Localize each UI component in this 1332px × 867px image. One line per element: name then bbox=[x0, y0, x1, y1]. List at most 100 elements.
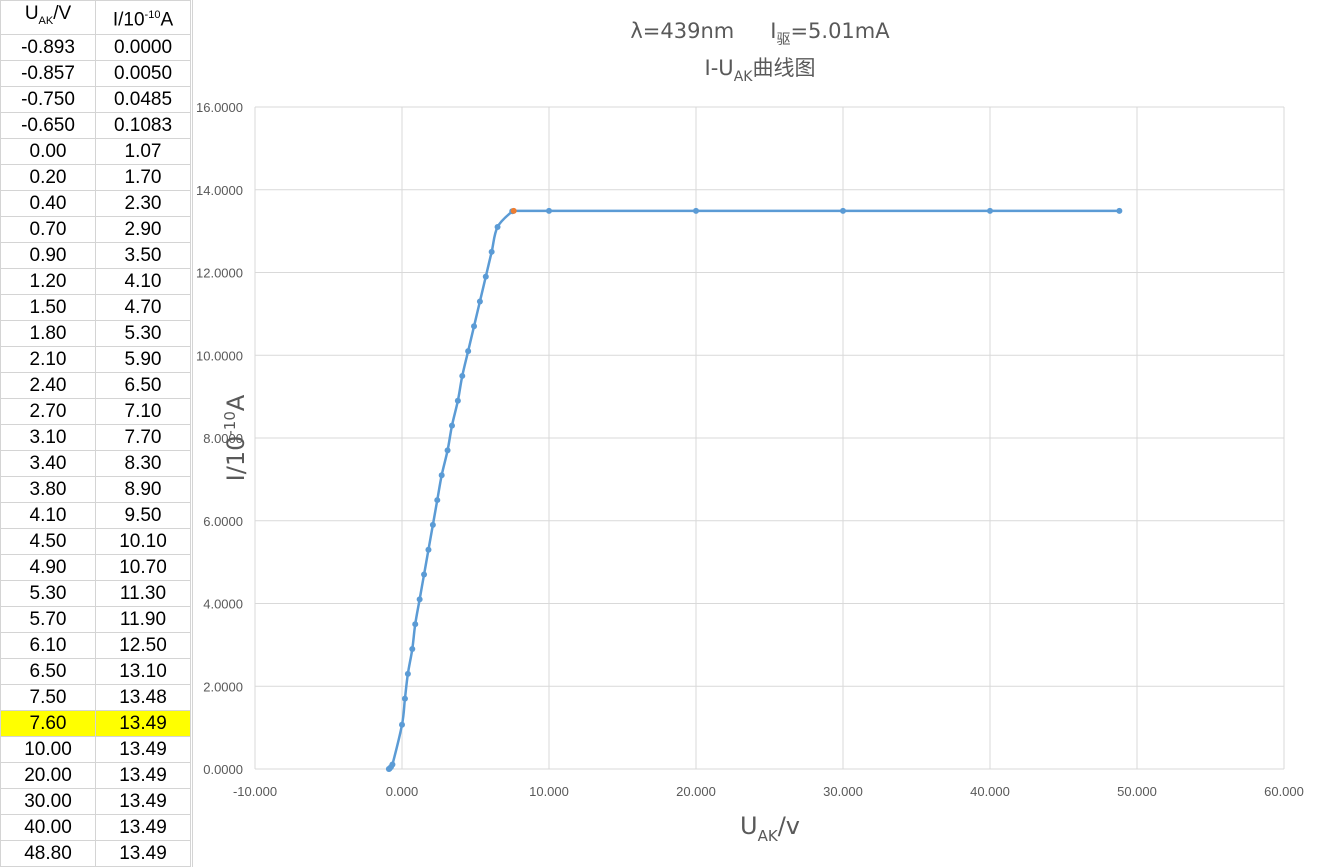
cell-current[interactable]: 7.10 bbox=[95, 397, 191, 425]
x-tick-label: 30.000 bbox=[823, 784, 863, 799]
cell-current[interactable]: 11.90 bbox=[95, 605, 191, 633]
table-row: 20.00 13.49 bbox=[0, 761, 191, 789]
cell-uak[interactable]: 6.10 bbox=[0, 631, 96, 659]
cell-current[interactable]: 8.90 bbox=[95, 475, 191, 503]
data-point bbox=[429, 521, 436, 528]
cell-current[interactable]: 4.70 bbox=[95, 293, 191, 321]
cell-uak[interactable]: 0.90 bbox=[0, 241, 96, 269]
y-tick-label: 14.0000 bbox=[196, 183, 243, 198]
cell-uak[interactable]: 3.40 bbox=[0, 449, 96, 477]
cell-current[interactable]: 0.0000 bbox=[95, 33, 191, 61]
cell-uak[interactable]: 5.70 bbox=[0, 605, 96, 633]
table-row: 0.40 2.30 bbox=[0, 189, 191, 217]
cell-current[interactable]: 4.10 bbox=[95, 267, 191, 295]
series-points bbox=[385, 207, 1123, 772]
y-tick-label: 12.0000 bbox=[196, 266, 243, 281]
cell-current[interactable]: 7.70 bbox=[95, 423, 191, 451]
cell-uak[interactable]: 48.80 bbox=[0, 839, 96, 867]
cell-current[interactable]: 8.30 bbox=[95, 449, 191, 477]
data-table: UAK/V I/10-10A -0.893 0.0000 -0.857 0.0050-… bbox=[0, 0, 191, 867]
data-point bbox=[459, 372, 466, 379]
cell-uak[interactable]: 2.10 bbox=[0, 345, 96, 373]
cell-uak[interactable]: 0.40 bbox=[0, 189, 96, 217]
cell-current[interactable]: 13.49 bbox=[95, 813, 191, 841]
data-point bbox=[434, 497, 441, 504]
cell-current[interactable]: 6.50 bbox=[95, 371, 191, 399]
cell-uak[interactable]: 0.70 bbox=[0, 215, 96, 243]
table-row: 5.30 11.30 bbox=[0, 579, 191, 607]
cell-current[interactable]: 13.48 bbox=[95, 683, 191, 711]
table-row: -0.893 0.0000 bbox=[0, 33, 191, 61]
cell-current[interactable]: 13.49 bbox=[95, 735, 191, 763]
data-point bbox=[399, 721, 405, 728]
cell-current[interactable]: 1.07 bbox=[95, 137, 191, 165]
cell-current[interactable]: 10.10 bbox=[95, 527, 191, 555]
data-point bbox=[401, 695, 408, 702]
table-row: -0.857 0.0050 bbox=[0, 59, 191, 87]
cell-uak[interactable]: 30.00 bbox=[0, 787, 96, 815]
cell-current[interactable]: 12.50 bbox=[95, 631, 191, 659]
cell-uak[interactable]: 20.00 bbox=[0, 761, 96, 789]
table-row: 2.10 5.90 bbox=[0, 345, 191, 373]
table-row: 1.80 5.30 bbox=[0, 319, 191, 347]
cell-current[interactable]: 9.50 bbox=[95, 501, 191, 529]
cell-uak[interactable]: 10.00 bbox=[0, 735, 96, 763]
cell-uak[interactable]: 6.50 bbox=[0, 657, 96, 685]
cell-uak[interactable]: 2.70 bbox=[0, 397, 96, 425]
data-point bbox=[693, 207, 699, 214]
cell-current[interactable]: 0.0050 bbox=[95, 59, 191, 87]
cell-current[interactable]: 0.0485 bbox=[95, 85, 191, 113]
table-row: 7.60 13.49 bbox=[0, 709, 191, 737]
cell-current[interactable]: 1.70 bbox=[95, 163, 191, 191]
table-row: 3.80 8.90 bbox=[0, 475, 191, 503]
cell-uak[interactable]: 7.50 bbox=[0, 683, 96, 711]
table-row: 0.20 1.70 bbox=[0, 163, 191, 191]
data-point bbox=[494, 223, 501, 230]
data-point bbox=[465, 348, 472, 355]
cell-current[interactable]: 0.1083 bbox=[95, 111, 191, 139]
table-row: 6.50 13.10 bbox=[0, 657, 191, 685]
cell-uak[interactable]: 40.00 bbox=[0, 813, 96, 841]
data-point bbox=[409, 646, 416, 653]
cell-uak[interactable]: 0.20 bbox=[0, 163, 96, 191]
cell-uak[interactable]: 4.90 bbox=[0, 553, 96, 581]
cell-current[interactable]: 2.90 bbox=[95, 215, 191, 243]
cell-uak[interactable]: 0.00 bbox=[0, 137, 96, 165]
cell-uak[interactable]: 1.80 bbox=[0, 319, 96, 347]
cell-current[interactable]: 2.30 bbox=[95, 189, 191, 217]
cell-uak[interactable]: 5.30 bbox=[0, 579, 96, 607]
cell-current[interactable]: 5.90 bbox=[95, 345, 191, 373]
cell-current[interactable]: 13.10 bbox=[95, 657, 191, 685]
cell-current[interactable]: 13.49 bbox=[95, 839, 191, 867]
header-uak[interactable]: UAK/V bbox=[0, 0, 96, 35]
cell-uak[interactable]: 1.50 bbox=[0, 293, 96, 321]
cell-uak[interactable]: 3.80 bbox=[0, 475, 96, 503]
cell-uak[interactable]: -0.857 bbox=[0, 59, 96, 87]
data-point bbox=[1116, 207, 1123, 214]
cell-uak[interactable]: 4.10 bbox=[0, 501, 96, 529]
data-point bbox=[425, 546, 432, 553]
cell-current[interactable]: 11.30 bbox=[95, 579, 191, 607]
cell-current[interactable]: 3.50 bbox=[95, 241, 191, 269]
highlighted-data-point bbox=[510, 207, 517, 214]
cell-uak[interactable]: 1.20 bbox=[0, 267, 96, 295]
data-point bbox=[389, 761, 396, 768]
cell-uak[interactable]: 4.50 bbox=[0, 527, 96, 555]
cell-uak[interactable]: -0.650 bbox=[0, 111, 96, 139]
iv-chart: -10.000 0.000 10.000 20.000 30.000 40.000 50.0… bbox=[196, 19, 1304, 845]
y-tick-label: 10.0000 bbox=[196, 348, 243, 363]
cell-current[interactable]: 5.30 bbox=[95, 319, 191, 347]
cell-uak[interactable]: 7.60 bbox=[0, 709, 96, 737]
table-row: 0.00 1.07 bbox=[0, 137, 191, 165]
table-row: 1.50 4.70 bbox=[0, 293, 191, 321]
cell-current[interactable]: 13.49 bbox=[95, 761, 191, 789]
cell-uak[interactable]: 2.40 bbox=[0, 371, 96, 399]
cell-uak[interactable]: 3.10 bbox=[0, 423, 96, 451]
cell-uak[interactable]: -0.893 bbox=[0, 33, 96, 61]
cell-uak[interactable]: -0.750 bbox=[0, 85, 96, 113]
cell-current[interactable]: 10.70 bbox=[95, 553, 191, 581]
x-tick-label: -10.000 bbox=[233, 784, 277, 799]
cell-current[interactable]: 13.49 bbox=[95, 787, 191, 815]
cell-current[interactable]: 13.49 bbox=[95, 709, 191, 737]
header-current[interactable]: I/10-10A bbox=[95, 0, 191, 35]
